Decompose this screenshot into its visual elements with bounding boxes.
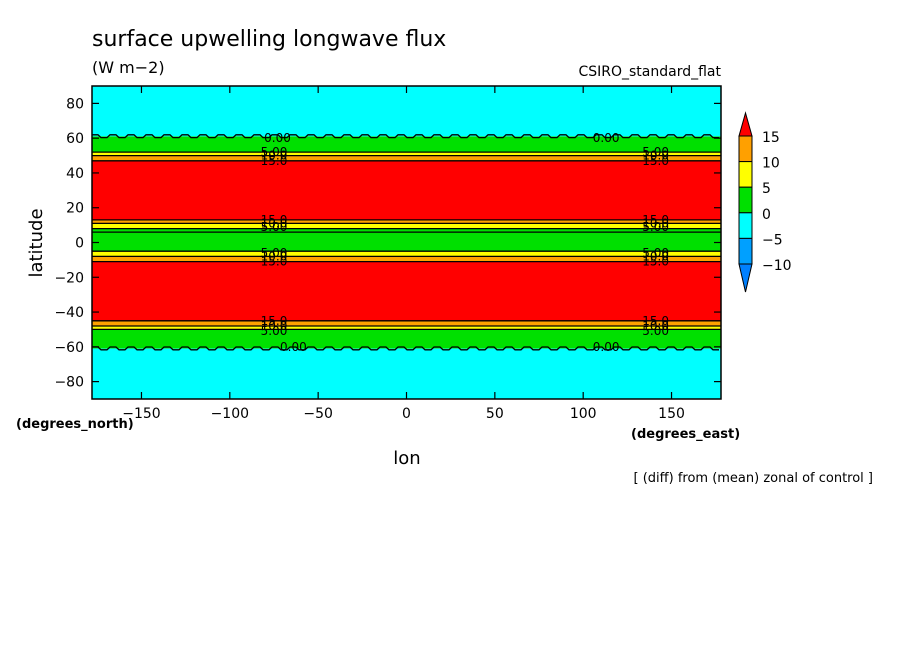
y-axis-label: latitude — [26, 208, 47, 277]
contour-label: 5.00 — [261, 220, 288, 234]
contour-label: 10.0 — [261, 249, 288, 263]
contour-label: 0.00 — [593, 131, 620, 145]
contour-band — [92, 251, 721, 257]
x-tick-label: −50 — [303, 406, 333, 422]
x-tick-label: 50 — [486, 406, 504, 422]
contour-label: 5.00 — [261, 324, 288, 338]
contour-band — [92, 160, 721, 220]
contour-band — [92, 223, 721, 229]
colorbar-upper-extension — [738, 111, 753, 137]
contour-label: 15.0 — [642, 154, 669, 168]
x-tick-label: −100 — [211, 406, 249, 422]
y-tick-label: 0 — [75, 236, 84, 252]
colorbar-label: 10 — [762, 156, 780, 172]
contour-label: 5.00 — [261, 145, 288, 159]
y-tick-label: −80 — [54, 375, 84, 391]
y-tick-label: −60 — [54, 340, 84, 356]
x-axis-label: lon — [393, 448, 420, 469]
contour-label: 5.00 — [642, 246, 669, 260]
x-tick-label: 150 — [658, 406, 685, 422]
colorbar-segment — [738, 135, 753, 163]
contour-label: 10.0 — [642, 149, 669, 163]
contour-label: 10.0 — [642, 216, 669, 230]
x-axis: −150 −100 −50 0 50 100 150 — [122, 86, 685, 422]
contour-line — [92, 134, 719, 139]
colorbar-label: 15 — [762, 130, 780, 146]
colorbar-segment — [738, 186, 753, 214]
contour-label: 15.0 — [261, 213, 288, 227]
contour-band — [92, 329, 721, 349]
y-tick-label: 80 — [66, 96, 84, 112]
contour-band — [92, 152, 721, 156]
contour-label: 15.0 — [261, 255, 288, 269]
y-tick-label: −20 — [54, 270, 84, 286]
contour-line — [92, 346, 719, 351]
x-tick-label: 0 — [402, 406, 411, 422]
contour-band — [92, 320, 721, 326]
contour-label: 10.0 — [261, 216, 288, 230]
footnote: [ (diff) from (mean) zonal of control ] — [634, 471, 873, 486]
contour-label: 10.0 — [261, 149, 288, 163]
contour-band — [92, 136, 721, 153]
contour-label: 15.0 — [642, 314, 669, 328]
colorbar-label: 5 — [762, 181, 771, 197]
contour-band — [92, 325, 721, 330]
contour-band — [92, 348, 721, 399]
colorbar-label: −5 — [762, 232, 783, 248]
contour-label: 15.0 — [261, 154, 288, 168]
contour-label: 0.00 — [280, 340, 307, 354]
contour-label: 5.00 — [642, 220, 669, 234]
contour-band — [92, 86, 721, 137]
colorbar-label: 0 — [762, 207, 771, 223]
y-tick-label: 40 — [66, 166, 84, 182]
contour-band — [92, 228, 721, 252]
colorbar-label: −10 — [762, 258, 792, 274]
contour-band — [92, 256, 721, 262]
contour-label: 15.0 — [642, 213, 669, 227]
contour-band — [92, 261, 721, 321]
y-axis: −80 −60 −40 −20 0 20 40 60 80 — [54, 96, 721, 391]
contour-label: 5.00 — [642, 145, 669, 159]
units-label: (W m−2) — [92, 58, 165, 77]
y-units-label: (degrees_north) — [16, 417, 134, 432]
colorbar: −10 −5 0 5 10 15 — [738, 111, 792, 293]
colorbar-segment — [738, 212, 753, 239]
colorbar-lower-extension — [738, 263, 753, 293]
model-label: CSIRO_standard_flat — [578, 64, 721, 80]
chart-title: surface upwelling longwave flux — [92, 27, 446, 52]
y-tick-label: −40 — [54, 305, 84, 321]
contour-label: 5.00 — [642, 324, 669, 338]
contour-label: 10.0 — [642, 249, 669, 263]
contour-label: 0.00 — [593, 340, 620, 354]
x-units-label: (degrees_east) — [631, 427, 740, 442]
contour-label: 10.0 — [642, 319, 669, 333]
x-tick-label: −150 — [122, 406, 160, 422]
contour-label: 15.0 — [261, 314, 288, 328]
contour-label: 5.00 — [261, 246, 288, 260]
x-tick-label: 100 — [570, 406, 597, 422]
y-tick-label: 60 — [66, 131, 84, 147]
y-tick-label: 20 — [66, 201, 84, 217]
contour-band — [92, 219, 721, 224]
contour-label: 15.0 — [642, 255, 669, 269]
colorbar-segment — [738, 237, 753, 265]
contour-label: 10.0 — [261, 319, 288, 333]
contour-label: 0.00 — [264, 131, 291, 145]
colorbar-segment — [738, 161, 753, 188]
contour-band — [92, 155, 721, 161]
